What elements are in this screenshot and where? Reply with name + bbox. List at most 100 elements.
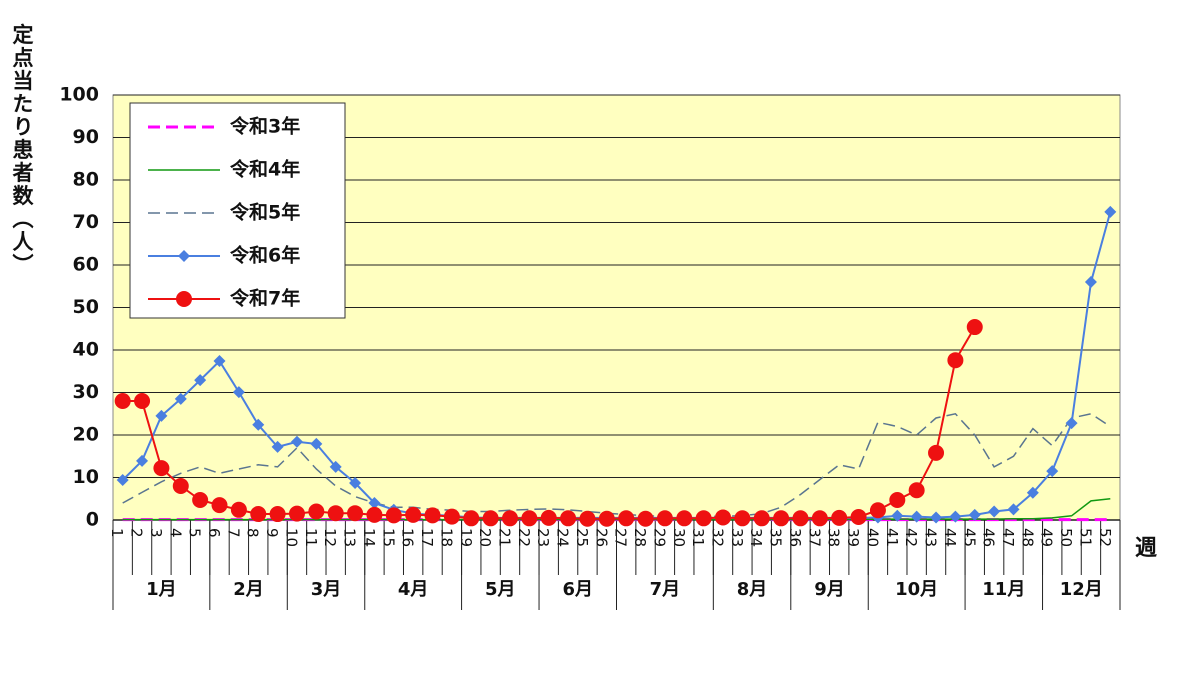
point <box>988 505 1001 518</box>
month-label: 4月 <box>398 579 429 600</box>
point <box>1065 417 1078 430</box>
point <box>910 510 923 523</box>
x-tick-label: 17 <box>418 528 436 547</box>
x-tick-label: 41 <box>883 528 901 547</box>
x-axis-title: 週 <box>1135 536 1157 561</box>
y-tick-label: 0 <box>86 509 99 531</box>
point <box>155 409 168 422</box>
y-tick-label: 90 <box>73 126 99 148</box>
point <box>1026 486 1039 499</box>
x-tick-label: 47 <box>999 528 1017 547</box>
point <box>482 510 499 527</box>
month-label: 12月 <box>1060 579 1103 600</box>
point <box>385 507 402 524</box>
x-tick-label: 48 <box>1018 528 1036 547</box>
x-tick-label: 37 <box>805 528 823 547</box>
x-tick-label: 52 <box>1096 528 1114 547</box>
point <box>676 510 693 527</box>
x-tick-label: 24 <box>554 528 572 547</box>
point <box>230 501 247 518</box>
y-tick-label: 100 <box>59 84 99 106</box>
x-tick-label: 51 <box>1076 528 1094 547</box>
point <box>424 507 441 524</box>
x-tick-label: 35 <box>767 528 785 547</box>
point <box>329 460 342 473</box>
x-tick-label: 15 <box>379 528 397 547</box>
x-tick-label: 3 <box>147 528 165 538</box>
point <box>930 511 943 524</box>
point <box>695 510 712 527</box>
series-line <box>122 498 1111 521</box>
x-tick-label: 4 <box>166 528 184 538</box>
point <box>269 506 286 523</box>
y-tick-label: 30 <box>73 381 99 403</box>
x-tick-label: 50 <box>1057 528 1075 547</box>
legend-label: 令和5年 <box>230 201 300 224</box>
point <box>174 392 187 405</box>
point <box>405 506 422 523</box>
x-tick-label: 44 <box>941 528 959 547</box>
x-tick-label: 40 <box>863 528 881 547</box>
month-label: 10月 <box>895 579 938 600</box>
x-tick-label: 20 <box>476 528 494 547</box>
point <box>1084 276 1097 288</box>
point <box>1046 465 1059 478</box>
point <box>1007 503 1020 516</box>
x-tick-label: 39 <box>844 528 862 547</box>
x-tick-label: 31 <box>689 528 707 547</box>
y-tick-label: 60 <box>73 254 99 276</box>
point <box>347 505 364 522</box>
x-tick-label: 43 <box>922 528 940 547</box>
x-tick-label: 8 <box>244 528 262 538</box>
point <box>232 386 245 399</box>
point <box>966 319 983 336</box>
point <box>114 393 131 409</box>
x-tick-label: 5 <box>186 528 204 538</box>
y-tick-label: 40 <box>73 339 99 361</box>
point <box>656 510 673 527</box>
point <box>792 510 809 527</box>
point <box>288 505 305 522</box>
point <box>271 440 284 453</box>
month-label: 1月 <box>146 579 177 600</box>
point <box>308 503 325 520</box>
x-tick-label: 33 <box>728 528 746 547</box>
series-line <box>122 412 1111 518</box>
y-axis-title: 定点当たり患者数（人） <box>10 23 34 277</box>
point <box>366 506 383 523</box>
month-label: 9月 <box>814 579 845 600</box>
point <box>831 509 848 526</box>
x-tick-label: 18 <box>437 528 455 547</box>
point <box>811 510 828 527</box>
x-tick-label: 7 <box>224 528 242 538</box>
point <box>349 477 362 490</box>
point <box>637 510 654 527</box>
point <box>501 510 518 527</box>
point <box>579 510 596 527</box>
x-tick-label: 32 <box>709 528 727 547</box>
x-tick-label: 45 <box>960 528 978 547</box>
point <box>443 508 460 525</box>
point <box>211 497 228 514</box>
y-tick-label: 80 <box>73 169 99 191</box>
point <box>734 510 751 527</box>
point <box>250 506 267 523</box>
point <box>540 509 557 526</box>
y-tick-label: 50 <box>73 296 99 318</box>
point <box>928 444 945 461</box>
legend-marker <box>178 250 190 262</box>
point <box>327 505 344 522</box>
x-tick-label: 21 <box>495 528 513 547</box>
point <box>194 374 207 387</box>
x-tick-label: 10 <box>282 528 300 547</box>
legend-label: 令和7年 <box>230 287 300 310</box>
point <box>368 497 381 509</box>
y-tick-label: 20 <box>73 424 99 446</box>
point <box>116 474 129 487</box>
point <box>949 510 962 523</box>
x-tick-label: 26 <box>592 528 610 547</box>
x-tick-label: 23 <box>534 528 552 547</box>
y-tick-label: 70 <box>73 211 99 233</box>
